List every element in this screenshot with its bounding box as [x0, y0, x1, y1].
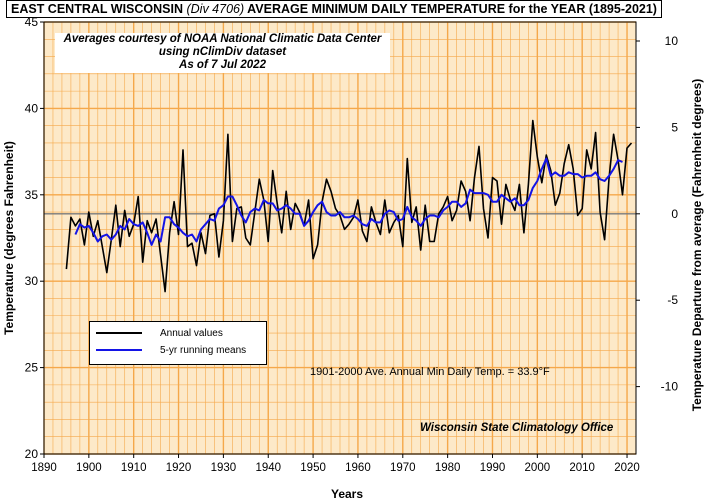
credit-line-3: As of 7 Jul 2022 [179, 59, 266, 71]
y2-tick-label: 0 [671, 207, 678, 221]
legend-annual-swatch [96, 332, 142, 335]
legend-running-swatch [96, 349, 142, 352]
y-tick-label: 45 [25, 15, 39, 29]
x-tick-label: 1930 [211, 462, 237, 474]
y-tick-label: 20 [25, 447, 39, 461]
running-mean-line [74, 157, 623, 246]
data-credit: Averages courtesy of NOAA National Clima… [55, 33, 390, 73]
legend-running-label: 5-yr running means [160, 345, 247, 356]
x-tick-label: 2010 [569, 462, 595, 474]
x-tick-label: 1950 [300, 462, 326, 474]
y-tick-label: 30 [25, 274, 39, 288]
y-axis-title: Temperature (degrees Fahrenheit) [2, 141, 16, 335]
x-tick-label: 1960 [345, 462, 371, 474]
credit-line-2: using nClimDiv dataset [158, 46, 287, 58]
legend: Annual values 5-yr running means [89, 321, 267, 365]
x-tick-label: 1940 [255, 462, 281, 474]
title-division: (Div 4706) [186, 2, 245, 16]
right-axis-ticks: -10 -5 0 5 10 [636, 34, 678, 394]
chart-title: EAST CENTRAL WISCONSIN (Div 4706) AVERAG… [6, 0, 662, 18]
y2-tick-label: -10 [661, 380, 679, 394]
legend-annual-label: Annual values [160, 328, 223, 339]
legend-annual: Annual values [96, 327, 223, 341]
x-tick-label: 1980 [435, 462, 461, 474]
y2-tick-label: 5 [671, 120, 678, 134]
title-region: EAST CENTRAL WISCONSIN [11, 2, 183, 16]
x-tick-label: 1990 [480, 462, 506, 474]
x-tick-label: 1890 [31, 462, 57, 474]
x-tick-label: 1970 [390, 462, 416, 474]
plot-frame [43, 21, 637, 455]
x-tick-label: 1920 [166, 462, 192, 474]
x-tick-label: 2020 [614, 462, 640, 474]
y2-tick-label: 10 [665, 34, 679, 48]
y2-axis-title: Temperature Departure from average (Fahr… [690, 78, 704, 412]
office-credit: Wisconsin State Climatology Office [420, 422, 614, 434]
x-axis-title: Years [330, 487, 364, 501]
x-tick-label: 1900 [76, 462, 102, 474]
annual-values-line [65, 119, 633, 293]
y-tick-label: 25 [25, 361, 39, 375]
baseline-note: 1901-2000 Ave. Annual Min Daily Temp. = … [310, 366, 550, 378]
y2-tick-label: -5 [667, 293, 678, 307]
title-rest: AVERAGE MINIMUM DAILY TEMPERATURE for th… [247, 2, 657, 16]
credit-line-1: Averages courtesy of NOAA National Clima… [63, 33, 382, 45]
x-tick-label: 1910 [121, 462, 147, 474]
y-tick-label: 35 [25, 188, 39, 202]
legend-running: 5-yr running means [96, 344, 246, 358]
left-axis-ticks: 20 25 30 35 40 45 [25, 15, 44, 461]
x-axis-ticks: 1890 1900 1910 1920 1930 1940 1950 1960 1970 1980… [31, 454, 640, 474]
x-tick-label: 2000 [525, 462, 551, 474]
y-tick-label: 40 [25, 101, 39, 115]
